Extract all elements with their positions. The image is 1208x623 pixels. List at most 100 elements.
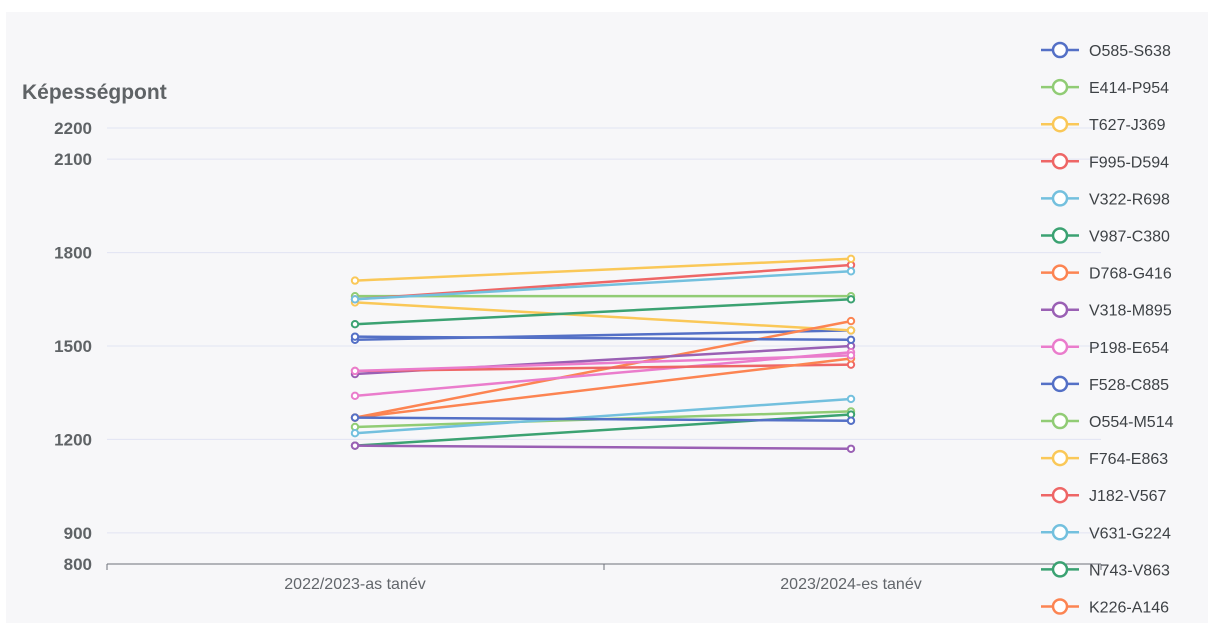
legend-label: J182-V567 bbox=[1089, 488, 1166, 505]
legend-item[interactable]: V318-M895 bbox=[1041, 301, 1172, 320]
legend-label: D768-G416 bbox=[1089, 266, 1172, 283]
y-tick-label: 1800 bbox=[54, 244, 92, 263]
data-point[interactable] bbox=[846, 254, 856, 264]
legend-label: V318-M895 bbox=[1089, 303, 1172, 320]
data-point[interactable] bbox=[846, 267, 856, 276]
series-line[interactable] bbox=[354, 298, 852, 326]
legend-item[interactable]: T627-J369 bbox=[1041, 115, 1166, 134]
series-line[interactable] bbox=[354, 257, 852, 282]
data-point[interactable] bbox=[846, 351, 856, 360]
series-F528-C885[interactable] bbox=[350, 332, 856, 344]
data-point[interactable] bbox=[846, 394, 856, 404]
data-point[interactable] bbox=[846, 326, 856, 335]
legend-label: E414-P954 bbox=[1089, 80, 1169, 97]
series-line[interactable] bbox=[354, 416, 852, 422]
legend-label: N743-V863 bbox=[1089, 562, 1170, 579]
axes: Képességpont 800 900 1200 1500 1800 2100 2200 20… bbox=[22, 81, 1102, 593]
legend-swatch-marker bbox=[1051, 375, 1069, 393]
series-lines bbox=[350, 254, 856, 453]
series-line[interactable] bbox=[354, 270, 852, 301]
legend-item[interactable]: E414-P954 bbox=[1041, 78, 1169, 97]
legend-swatch-marker bbox=[1051, 301, 1069, 318]
series-V987-C380[interactable] bbox=[350, 295, 856, 329]
data-point[interactable] bbox=[350, 332, 360, 341]
legend-label: P198-E654 bbox=[1089, 340, 1169, 357]
legend-swatch-marker bbox=[1051, 561, 1069, 578]
data-point[interactable] bbox=[846, 335, 856, 344]
y-tick-label: 2100 bbox=[54, 150, 92, 169]
legend-item[interactable]: V987-C380 bbox=[1041, 227, 1170, 246]
series-T627-J369[interactable] bbox=[350, 298, 856, 335]
legend-item[interactable]: D768-G416 bbox=[1041, 264, 1172, 283]
legend-label: T627-J369 bbox=[1089, 117, 1166, 134]
legend-item[interactable]: P198-E654 bbox=[1041, 338, 1169, 357]
series-line[interactable] bbox=[354, 444, 852, 451]
data-point[interactable] bbox=[350, 295, 360, 304]
series-line[interactable] bbox=[354, 357, 852, 419]
data-point[interactable] bbox=[350, 276, 360, 285]
legend-item[interactable]: J182-V567 bbox=[1041, 486, 1166, 505]
legend-item[interactable]: K226-A146 bbox=[1041, 598, 1169, 617]
legend-swatch-marker bbox=[1051, 264, 1069, 281]
data-point[interactable] bbox=[350, 441, 360, 450]
legend-item[interactable]: F528-C885 bbox=[1041, 375, 1169, 394]
legend-swatch-marker bbox=[1051, 190, 1069, 207]
legend-label: O554-M514 bbox=[1089, 414, 1174, 431]
data-point[interactable] bbox=[350, 429, 360, 438]
data-point[interactable] bbox=[846, 444, 856, 453]
legend-label: F528-C885 bbox=[1089, 377, 1169, 394]
legend-item[interactable]: O554-M514 bbox=[1041, 412, 1174, 431]
legend-item[interactable]: V631-G224 bbox=[1041, 524, 1171, 542]
y-tick-label: 1500 bbox=[54, 337, 92, 356]
legend-swatch-marker bbox=[1051, 115, 1069, 133]
legend-label: V322-R698 bbox=[1089, 191, 1170, 208]
y-tick-label: 900 bbox=[64, 524, 92, 543]
legend-swatch-marker bbox=[1051, 78, 1069, 96]
legend-swatch-marker bbox=[1051, 153, 1069, 170]
series-V322-R698[interactable] bbox=[350, 267, 856, 304]
series-F764-E863[interactable] bbox=[350, 254, 856, 285]
series-line[interactable] bbox=[354, 354, 852, 373]
legend-swatch-marker bbox=[1051, 412, 1069, 430]
series-line[interactable] bbox=[354, 319, 852, 419]
legend-label: F995-D594 bbox=[1089, 154, 1169, 171]
series-extra-17[interactable] bbox=[350, 351, 856, 376]
series-V631-G224[interactable] bbox=[350, 394, 856, 438]
data-point[interactable] bbox=[846, 295, 856, 304]
grid-lines bbox=[107, 127, 1101, 534]
legend-label: O585-S638 bbox=[1089, 43, 1171, 60]
legend-swatch-marker bbox=[1051, 486, 1069, 504]
series-line[interactable] bbox=[354, 363, 852, 373]
series-line[interactable] bbox=[354, 335, 852, 342]
legend-label: F764-E863 bbox=[1089, 451, 1168, 468]
x-tick-label: 2022/2023-as tanév bbox=[284, 576, 425, 593]
data-point[interactable] bbox=[350, 391, 360, 401]
data-point[interactable] bbox=[350, 366, 360, 376]
series-line[interactable] bbox=[354, 397, 852, 435]
line-chart: Képességpont 800 900 1200 1500 1800 2100 2200 20… bbox=[22, 41, 1174, 617]
series-line[interactable] bbox=[354, 301, 852, 332]
series-extra-16[interactable] bbox=[350, 441, 856, 453]
data-point[interactable] bbox=[846, 316, 856, 326]
legend-swatch-marker bbox=[1051, 41, 1069, 59]
data-point[interactable] bbox=[350, 413, 360, 422]
series-extra-18[interactable] bbox=[350, 413, 856, 425]
data-point[interactable] bbox=[350, 320, 360, 329]
series-line[interactable] bbox=[354, 350, 852, 398]
legend-swatch-marker bbox=[1051, 449, 1069, 467]
legend-swatch-marker bbox=[1051, 227, 1069, 244]
data-point[interactable] bbox=[846, 416, 856, 425]
series-V318-M895[interactable] bbox=[350, 341, 856, 379]
y-tick-label: 2200 bbox=[54, 119, 92, 138]
legend-swatch-marker bbox=[1051, 524, 1069, 541]
legend-label: K226-A146 bbox=[1089, 600, 1169, 617]
legend-item[interactable]: N743-V863 bbox=[1041, 561, 1170, 579]
y-tick-label: 1200 bbox=[54, 430, 92, 449]
chart-container: Képességpont 800 900 1200 1500 1800 2100 2200 20… bbox=[6, 12, 1208, 623]
legend-label: V631-G224 bbox=[1089, 525, 1171, 542]
legend-item[interactable]: F995-D594 bbox=[1041, 153, 1169, 171]
legend-item[interactable]: F764-E863 bbox=[1041, 449, 1168, 468]
legend-item[interactable]: V322-R698 bbox=[1041, 190, 1170, 208]
x-tick-label: 2023/2024-es tanév bbox=[780, 576, 921, 593]
legend-item[interactable]: O585-S638 bbox=[1041, 41, 1171, 60]
